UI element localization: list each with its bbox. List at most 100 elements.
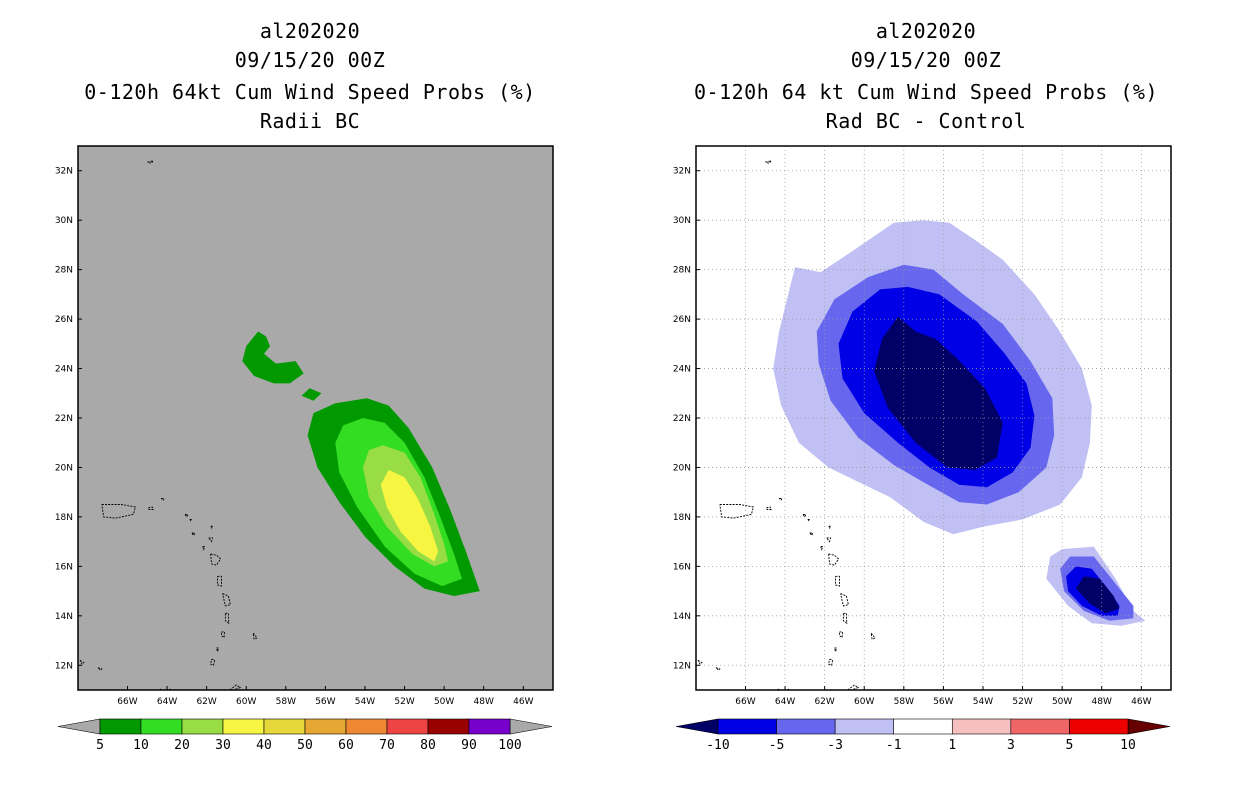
coastline (839, 631, 843, 639)
colorbar-swatch (776, 718, 836, 735)
right-chart-subtitle: Rad BC - Control (825, 109, 1027, 133)
y-tick-label: 30N (55, 216, 73, 226)
coastline (715, 667, 721, 671)
left-chart-title: 0-120h 64kt Cum Wind Speed Probs (%) (84, 80, 536, 104)
coastline (210, 553, 222, 566)
coastline (210, 524, 214, 529)
x-tick-label: 56W (315, 697, 335, 707)
coastline (778, 497, 783, 501)
coastline (802, 513, 807, 518)
colorbar-label: -10 (706, 738, 729, 753)
coastline (189, 518, 193, 522)
y-tick-label: 14N (673, 612, 691, 622)
colorbar-swatch (304, 718, 347, 735)
coastline (191, 532, 196, 537)
coastline (216, 647, 220, 654)
coastline (252, 632, 258, 640)
y-tick-label: 30N (673, 216, 691, 226)
coastline (835, 575, 840, 587)
y-tick-label: 18N (673, 513, 691, 523)
colorbar-label: -5 (769, 738, 785, 753)
x-tick-label: 54W (355, 697, 375, 707)
y-tick-label: 12N (55, 661, 73, 671)
contour-5-10 (301, 388, 322, 401)
coastline (147, 160, 155, 164)
colorbar-label: 3 (1007, 738, 1015, 753)
coastline (828, 553, 840, 566)
colorbar-label: 1 (948, 738, 956, 753)
contour--10 (1076, 576, 1120, 614)
colorbar-swatch (468, 718, 511, 735)
coastline (870, 632, 876, 640)
x-tick-label: 64W (157, 697, 177, 707)
coastline (202, 546, 206, 551)
colorbar-swatch (893, 718, 953, 735)
coastline (820, 546, 824, 551)
coastline (765, 506, 772, 510)
x-tick-label: 60W (236, 697, 256, 707)
y-tick-label: 26N (673, 315, 691, 325)
coastline (846, 684, 860, 690)
colorbar-swatch (181, 718, 224, 735)
coastline (224, 612, 230, 625)
colorbar-swatch (717, 718, 777, 735)
right-map-panel: 66W 64W 62W 60W 58W 56W 54W 52W 50W 48W 46W 12N 14N 1… (673, 145, 1172, 753)
colorbar-label: 10 (1120, 738, 1136, 753)
y-tick-label: 24N (55, 365, 73, 375)
right-chart-title: 0-120h 64 kt Cum Wind Speed Probs (%) (693, 80, 1159, 104)
coastline (184, 513, 189, 518)
x-tick-label: 54W (973, 697, 993, 707)
coastline (828, 658, 834, 666)
coastline (147, 506, 154, 510)
colorbar-low-end (57, 718, 101, 735)
colorbar-high-end (509, 718, 553, 735)
colorbar-swatch (834, 718, 895, 735)
x-tick-label: 48W (1092, 697, 1112, 707)
coastline (834, 647, 838, 654)
colorbar-swatch (345, 718, 388, 735)
coastline (842, 612, 848, 625)
y-tick-label: 24N (673, 365, 691, 375)
colorbar-label: 90 (461, 738, 477, 753)
y-tick-label: 32N (55, 167, 73, 177)
contour-5-10 (242, 331, 304, 384)
coastline (222, 593, 231, 607)
y-tick-label: 28N (673, 266, 691, 276)
colorbar-label: 10 (133, 738, 149, 753)
left-datetime: 09/15/20 00Z (234, 48, 386, 72)
coastline (765, 160, 773, 164)
colorbar-label: 70 (379, 738, 395, 753)
colorbar-swatch (99, 718, 142, 735)
coastline (101, 504, 136, 519)
x-tick-label: 52W (394, 697, 414, 707)
coastline (210, 658, 216, 666)
right-datetime: 09/15/20 00Z (850, 48, 1002, 72)
colorbar-swatch (951, 718, 1012, 735)
x-tick-label: 56W (933, 697, 953, 707)
x-tick-label: 64W (775, 697, 795, 707)
y-tick-label: 18N (55, 513, 73, 523)
y-tick-label: 16N (673, 562, 691, 572)
y-tick-label: 22N (55, 414, 73, 424)
colorbar-label: 40 (256, 738, 272, 753)
colorbar-swatch (1010, 718, 1070, 735)
colorbar-swatch (427, 718, 470, 735)
coastline (217, 575, 222, 587)
colorbar-label: -1 (886, 738, 902, 753)
coastline (208, 537, 214, 543)
contour-30-40 (380, 469, 439, 562)
right-storm-id: al202020 (875, 19, 977, 43)
x-tick-label: 46W (1131, 697, 1151, 707)
y-tick-label: 20N (55, 463, 73, 473)
x-tick-label: 66W (117, 697, 137, 707)
colorbar-label: 20 (174, 738, 190, 753)
colorbar-label: 60 (338, 738, 354, 753)
x-tick-label: 62W (814, 697, 834, 707)
colorbar-swatch (1069, 718, 1129, 735)
colorbar-label: 30 (215, 738, 231, 753)
y-tick-label: 22N (673, 414, 691, 424)
x-tick-label: 66W (735, 697, 755, 707)
coastline (221, 631, 225, 639)
right-colorbar: -10 -5 -3 -1 1 3 5 10 (675, 718, 1171, 753)
left-chart-subtitle: Radii BC (259, 109, 361, 133)
